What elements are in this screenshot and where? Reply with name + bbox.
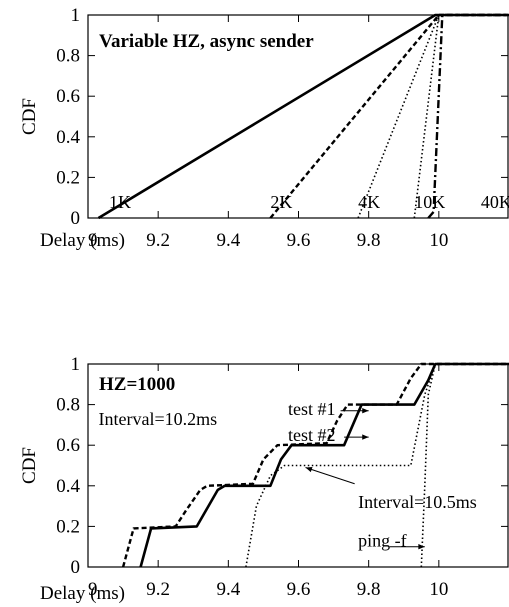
arrow-head (362, 434, 369, 440)
x-tick-label: 9 (88, 230, 98, 251)
chart-2: 0 0.2 0.4 0.6 0.8 1 9 9.2 9.4 9.6 9.8 10 Delay (ms) C… (19, 354, 509, 604)
y-tick-label: 0.6 (56, 86, 80, 107)
arrow-head (305, 466, 313, 473)
arrow-head (362, 407, 369, 414)
y-tick-label: 1 (71, 354, 81, 375)
annotation-label: 1K (109, 192, 131, 212)
x-tick-label: 9.8 (357, 230, 381, 251)
chart-1: 0 0.2 0.4 0.6 0.8 1 9 9.2 9.4 9.6 9.8 10 Delay (ms) C… (19, 5, 509, 251)
series-line (357, 14, 509, 219)
x-tick-label: 9.2 (146, 579, 170, 600)
y-tick-label: 0.6 (56, 435, 80, 456)
annotation-label: test #1 (288, 399, 336, 419)
y-axis-label: CDF (19, 447, 40, 484)
annotation-label: ping -f (358, 531, 407, 551)
y-tick-label: 0 (71, 557, 81, 578)
x-axis-label: Delay (ms) (40, 230, 125, 251)
series-line (413, 14, 509, 219)
x-tick-label: 9.6 (287, 579, 311, 600)
x-tick-label: 10 (429, 230, 448, 251)
x-tick-label: 9.6 (287, 230, 311, 251)
x-tick-label: 9 (88, 579, 98, 600)
y-tick-label: 0 (71, 208, 81, 229)
annotation-label: 40K (481, 192, 509, 212)
y-tick-label: 0.8 (56, 395, 80, 416)
chart-title: Variable HZ, async sender (99, 31, 314, 52)
series-line (427, 13, 509, 219)
x-tick-label: 9.2 (146, 230, 170, 251)
annotation-arrow (305, 467, 355, 485)
annotation-label: Interval=10.5ms (358, 492, 477, 512)
annotation-label: 2K (270, 192, 292, 212)
y-tick-label: 0.2 (56, 516, 80, 537)
y-tick-label: 0.2 (56, 167, 80, 188)
x-axis-label: Delay (ms) (40, 583, 125, 604)
y-axis-label: CDF (19, 98, 40, 135)
x-tick-label: 9.4 (216, 230, 240, 251)
y-tick-label: 0.8 (56, 46, 80, 67)
chart-title: HZ=1000 (99, 374, 175, 395)
series-line (420, 363, 509, 568)
annotation-label: 10K (414, 192, 445, 212)
y-tick-label: 1 (71, 5, 81, 26)
series-line (121, 362, 509, 568)
y-tick-label: 0.4 (56, 127, 80, 148)
annotation-label: Interval=10.2ms (99, 409, 218, 429)
series-line (139, 362, 509, 568)
x-tick-label: 9.4 (216, 579, 240, 600)
annotation-label: 4K (358, 192, 380, 212)
y-tick-label: 0.4 (56, 476, 80, 497)
x-tick-label: 10 (429, 579, 448, 600)
arrow-head (418, 543, 425, 550)
annotation-label: test #2 (288, 425, 336, 445)
x-tick-label: 9.8 (357, 579, 381, 600)
